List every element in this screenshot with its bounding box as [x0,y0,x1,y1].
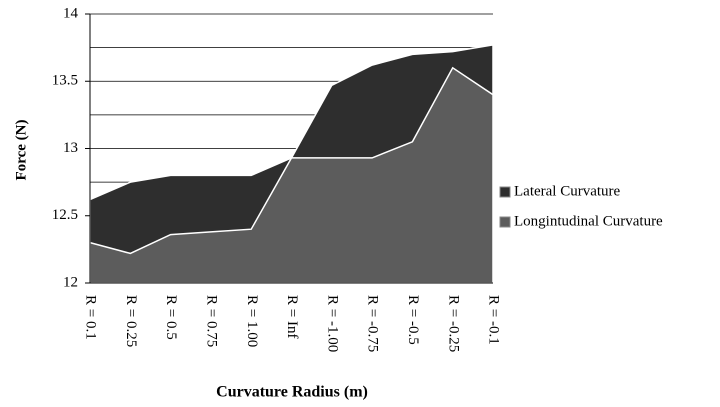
x-tick-label: R = -0.75 [365,295,381,352]
legend-swatch [499,186,511,198]
legend-swatch [499,216,511,228]
x-tick-label: R = 0.1 [83,295,99,340]
x-tick-label: R = 0.75 [203,295,219,347]
y-tick-label: 14 [63,5,79,21]
x-tick-label: R = Inf [284,295,300,338]
y-tick-label: 12 [63,274,78,290]
x-tick-label: R = -0.1 [486,295,502,345]
x-tick-label: R = -0.25 [445,295,461,352]
y-tick-label: 12.5 [52,207,78,223]
x-tick-label: R = 0.25 [123,295,139,347]
legend-label: Longintudinal Curvature [514,213,663,229]
x-tick-label: R = -0.5 [405,295,421,345]
y-tick-label: 13 [63,140,78,156]
y-tick-label: 13.5 [52,73,78,89]
x-tick-label: R = -1.00 [324,295,340,352]
x-tick-label: R = 0.5 [163,295,179,340]
legend-label: Lateral Curvature [514,183,621,199]
x-tick-label: R = 1.00 [244,295,260,347]
area [89,66,494,284]
y-axis-label: Force (N) [13,120,29,181]
x-axis-label: Curvature Radius (m) [216,384,368,401]
